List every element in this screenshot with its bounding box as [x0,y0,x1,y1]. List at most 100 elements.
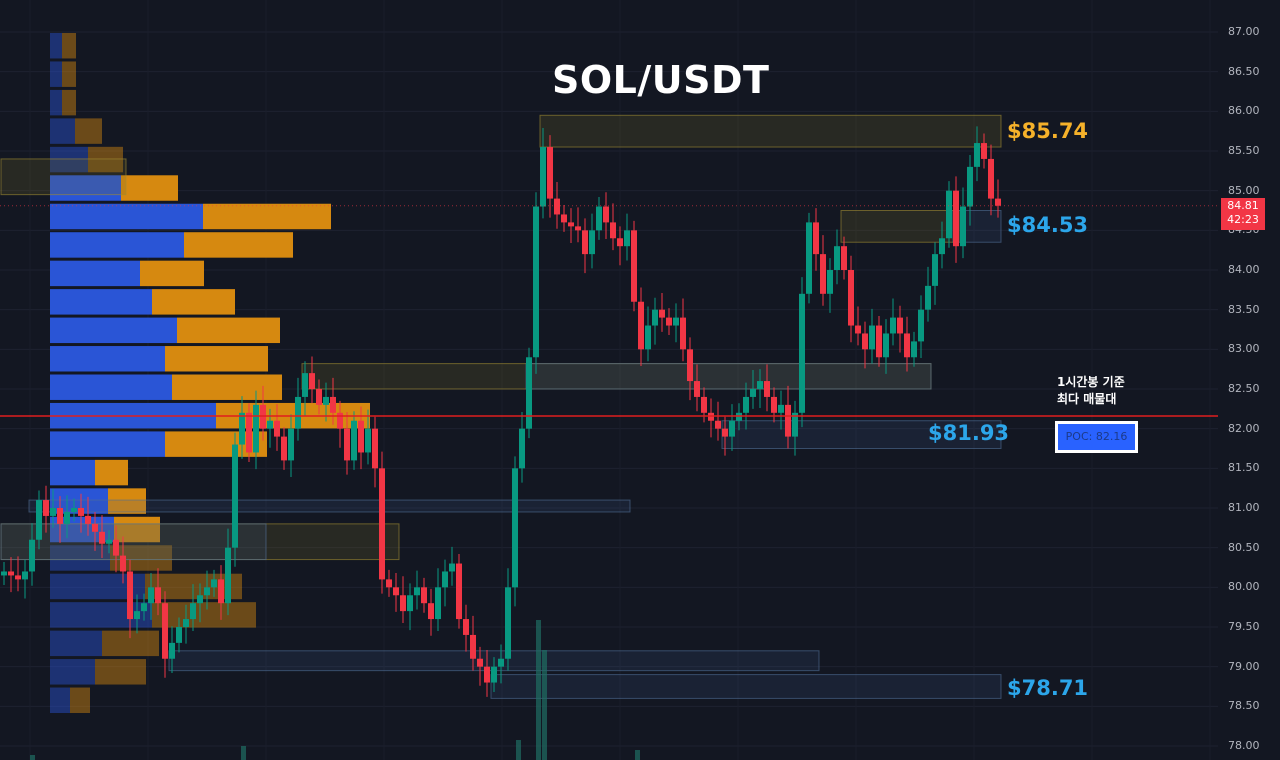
volume-profile-sell-bar [95,459,128,486]
volume-profile-buy-bar [50,260,140,287]
zone-supply [539,114,1002,148]
candle-body [498,658,504,667]
volume-profile-sell-bar [165,346,268,372]
candle-body [813,222,819,255]
candle-body [351,420,357,461]
candle-body [946,190,952,239]
candle-body [575,226,581,231]
y-tick-label: 85.00 [1228,183,1260,197]
candle-body [134,611,140,620]
candle-body [869,325,875,350]
zone-demand [0,523,267,561]
candle-body [323,396,329,405]
candle-body [834,246,840,270]
candle-body [43,500,49,516]
candle-body [582,230,588,255]
candle-body [113,539,119,556]
candle-body [190,603,196,620]
candle-body [218,579,224,604]
volume-profile-sell-bar [203,203,331,230]
annotation-note: 1시간봉 기준 최다 매물대 [1057,374,1125,408]
y-tick-label: 83.00 [1228,342,1260,356]
candle-body [876,325,882,358]
volume-profile-buy-bar [50,61,62,87]
candle-body [750,389,756,397]
note-line-2: 최다 매물대 [1057,392,1117,406]
candle-body [561,214,567,223]
candle-body [407,595,413,612]
candle-body [687,349,693,382]
candle-body [281,436,287,461]
candle-body [106,539,112,544]
candle-body [960,206,966,247]
label-mid-zone: $84.53 [1007,213,1089,237]
label-low-zone: $78.71 [1007,676,1089,700]
candle-body [155,587,161,604]
candle-body [330,396,336,413]
candle-body [225,547,231,604]
volume-profile-sell-bar [177,317,280,344]
y-tick-label: 85.50 [1228,144,1260,157]
candle-body [890,317,896,334]
note-line-1: 1시간봉 기준 [1057,375,1125,389]
volume-bar [542,650,547,760]
candle-body [442,571,448,588]
candle-body [176,627,182,643]
last-price-badge: 84.81 42:23 [1221,198,1265,230]
candle-body [778,404,784,413]
candle-body [911,341,917,358]
candle-body [169,642,175,659]
volume-profile-buy-bar [50,374,172,400]
y-tick-label: 87.00 [1228,25,1260,38]
y-tick-label: 84.00 [1228,263,1260,276]
candle-body [799,293,805,413]
candle-body [897,317,903,334]
candle-body [470,634,476,659]
volume-profile-buy-bar [50,118,75,144]
last-price: 84.81 [1227,199,1259,212]
candle-body [855,325,861,334]
candle-body [449,563,455,572]
candle-body [603,206,609,223]
candle-body [624,230,630,247]
candle-body [288,428,294,461]
volume-profile-sell-bar [62,89,76,116]
volume-profile-buy-bar [50,146,88,173]
candle-body [904,333,910,358]
candle-body [722,428,728,437]
volume-profile-buy-bar [50,89,62,116]
candle-body [15,575,21,580]
volume-profile-buy-bar [50,545,110,571]
candle-body [435,587,441,620]
label-high-zone: $85.74 [1007,119,1089,143]
y-tick-label: 81.50 [1228,461,1260,475]
label-support: $81.93 [928,421,1010,445]
volume-bar [241,746,246,760]
volume-profile-sell-bar [70,687,90,713]
volume-profile-buy-bar [50,346,165,372]
candle-body [988,158,994,199]
volume-profile-buy-bar [50,687,70,713]
candle-body [8,571,14,576]
candle-body [365,428,371,453]
zone-demand [28,499,631,513]
y-tick-label: 80.50 [1228,540,1260,554]
candle-body [358,420,364,453]
volume-profile-sell-bar [140,260,204,287]
candle-body [862,333,868,350]
y-tick-label: 83.50 [1228,302,1260,316]
candle-body [995,198,1001,206]
poc-badge: POC: 82.16 [1055,421,1138,453]
candle-body [764,381,770,397]
candle-body [316,389,322,405]
zone-demand [490,674,1002,699]
candle-body [743,396,749,413]
candle-body [232,444,238,548]
candle-body [463,619,469,635]
candle-body [785,404,791,437]
volume-profile-sell-bar [114,516,160,543]
candle-body [652,309,658,326]
zone-demand [721,420,1002,450]
y-tick-label: 81.00 [1228,501,1260,514]
